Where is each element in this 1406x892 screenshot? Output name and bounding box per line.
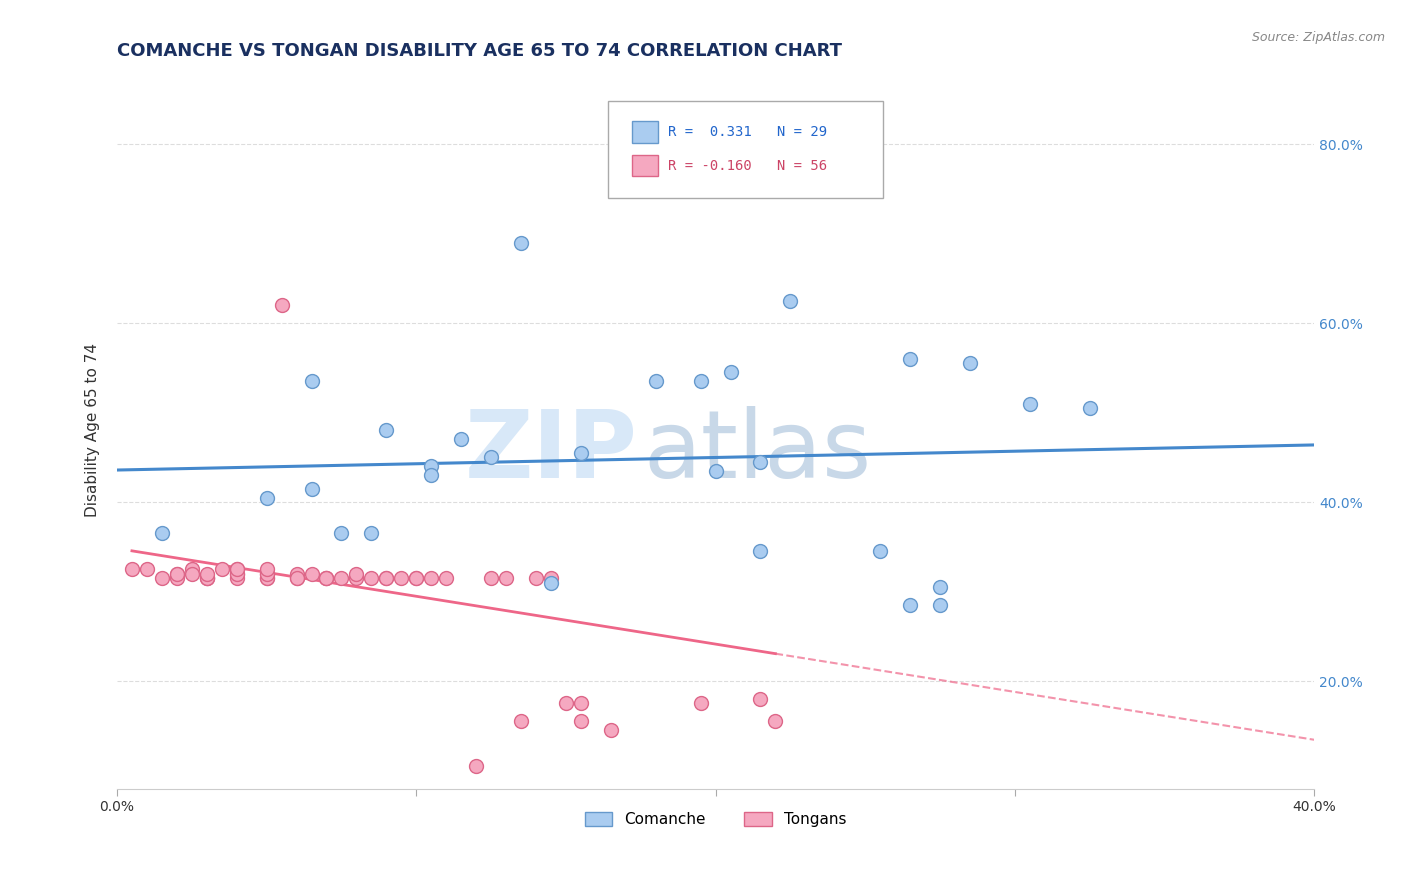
Point (360, 526, 382, 541)
Point (659, 178, 682, 192)
Point (869, 544, 891, 558)
Point (195, 571, 218, 585)
Point (256, 566, 278, 581)
Point (405, 571, 427, 585)
Text: R = -0.160   N = 56: R = -0.160 N = 56 (668, 159, 827, 172)
Point (765, 714, 787, 729)
Point (375, 571, 398, 585)
FancyBboxPatch shape (607, 101, 883, 198)
Point (569, 697, 592, 711)
Point (330, 571, 353, 585)
Point (256, 571, 278, 585)
Point (225, 562, 247, 576)
Point (749, 544, 772, 558)
Point (315, 571, 337, 585)
Point (779, 293, 801, 308)
Point (360, 571, 382, 585)
Point (270, 298, 292, 312)
Point (150, 571, 173, 585)
Point (375, 424, 398, 438)
Point (1018, 396, 1040, 410)
Point (225, 571, 247, 585)
Point (420, 459, 443, 474)
Point (465, 759, 488, 773)
Point (510, 714, 533, 729)
Point (450, 433, 472, 447)
Text: COMANCHE VS TONGAN DISABILITY AGE 65 TO 74 CORRELATION CHART: COMANCHE VS TONGAN DISABILITY AGE 65 TO … (117, 42, 842, 60)
Text: Source: ZipAtlas.com: Source: ZipAtlas.com (1251, 31, 1385, 45)
Point (749, 455, 772, 469)
Point (285, 571, 308, 585)
Point (211, 562, 233, 576)
Point (344, 566, 367, 581)
Text: atlas: atlas (644, 406, 872, 498)
Point (166, 571, 188, 585)
Point (285, 571, 308, 585)
Point (121, 562, 143, 576)
Point (434, 571, 457, 585)
FancyBboxPatch shape (631, 121, 658, 143)
Point (166, 566, 188, 581)
Point (256, 571, 278, 585)
Point (405, 571, 427, 585)
Point (720, 365, 742, 379)
Point (180, 562, 202, 576)
Point (389, 571, 412, 585)
Point (540, 575, 562, 590)
Point (554, 697, 576, 711)
Point (644, 374, 666, 388)
Point (569, 446, 592, 460)
Y-axis label: Disability Age 65 to 74: Disability Age 65 to 74 (86, 343, 100, 517)
Point (689, 697, 711, 711)
Point (569, 714, 592, 729)
Point (898, 351, 921, 366)
Point (510, 235, 533, 250)
Point (330, 526, 353, 541)
Point (704, 464, 727, 478)
Point (540, 571, 562, 585)
Point (315, 571, 337, 585)
Point (929, 580, 952, 594)
FancyBboxPatch shape (631, 155, 658, 177)
Point (495, 571, 517, 585)
Point (749, 692, 772, 706)
Point (301, 374, 323, 388)
Point (375, 571, 398, 585)
Point (150, 526, 173, 541)
Point (479, 450, 502, 465)
Point (420, 468, 443, 483)
Point (689, 374, 711, 388)
Point (180, 566, 202, 581)
Text: R =  0.331   N = 29: R = 0.331 N = 29 (668, 125, 827, 139)
Point (929, 598, 952, 612)
Point (1078, 401, 1101, 416)
Point (166, 566, 188, 581)
Point (479, 571, 502, 585)
Point (315, 571, 337, 585)
Point (898, 598, 921, 612)
Point (599, 723, 621, 738)
Legend: Comanche, Tongans: Comanche, Tongans (576, 805, 853, 835)
Point (301, 482, 323, 496)
Point (301, 566, 323, 581)
Point (195, 571, 218, 585)
Point (256, 562, 278, 576)
Point (285, 566, 308, 581)
Point (524, 571, 547, 585)
Point (256, 566, 278, 581)
Point (256, 491, 278, 505)
Point (135, 562, 157, 576)
Point (344, 571, 367, 585)
Point (420, 571, 443, 585)
Text: ZIP: ZIP (465, 406, 638, 498)
Point (959, 356, 981, 370)
Point (225, 566, 247, 581)
Point (225, 562, 247, 576)
Point (225, 566, 247, 581)
Point (195, 571, 218, 585)
Point (195, 566, 218, 581)
